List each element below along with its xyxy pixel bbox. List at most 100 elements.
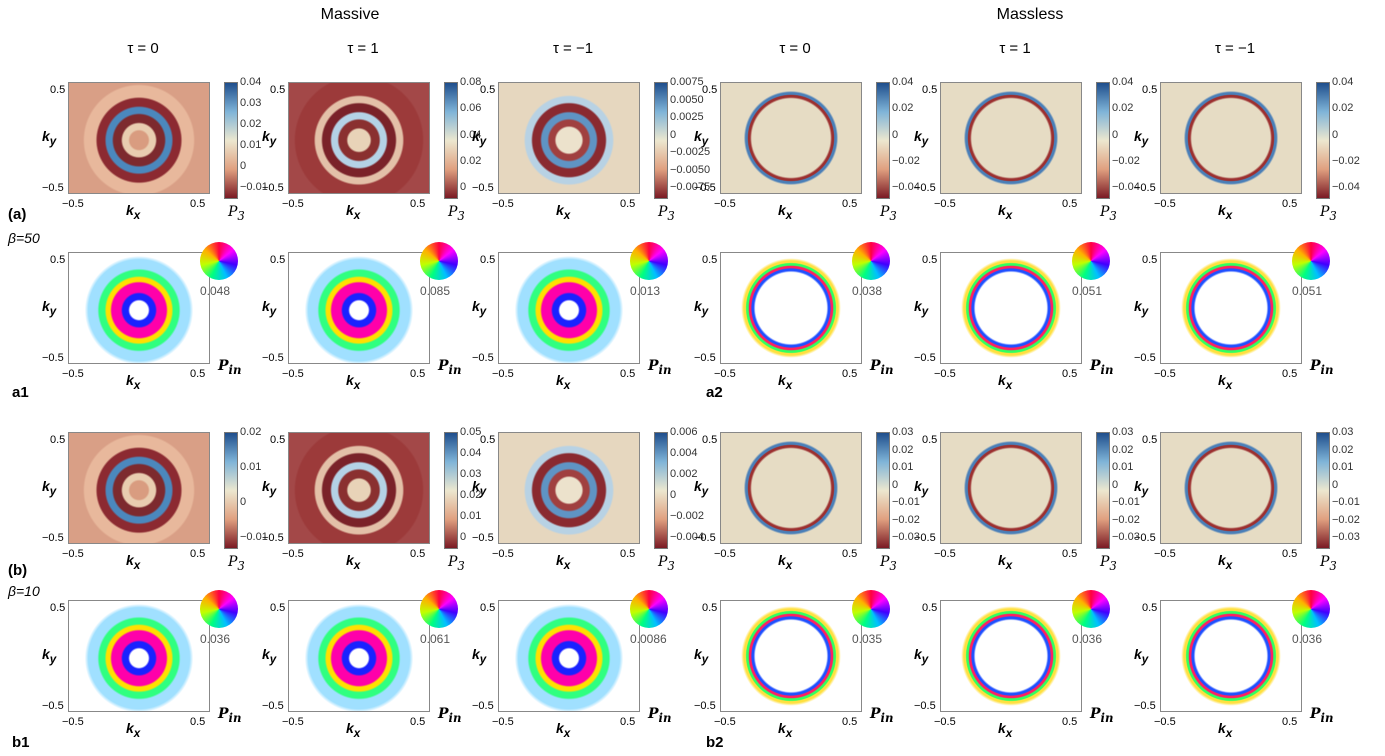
colorbar-tick: −0.01	[1112, 496, 1140, 508]
colorbar	[1316, 82, 1330, 199]
axis-kx-sub: x	[1005, 378, 1013, 392]
label-pin-main: P	[1310, 358, 1321, 374]
vector-plot-pin	[1160, 600, 1302, 712]
colorbar-tick: −0.03	[1332, 531, 1360, 543]
label-p3-sub: 3	[889, 558, 897, 573]
label-p3: P3	[1100, 204, 1117, 223]
axis-kx-k: k	[346, 202, 354, 218]
axis-kx-sub: x	[353, 378, 361, 392]
axis-label-kx: kx	[346, 202, 360, 222]
axis-kx-k: k	[998, 552, 1006, 568]
label-p3-main: P	[228, 204, 238, 220]
colorbar-tick: −0.04	[1112, 181, 1140, 193]
label-pin-sub: in	[448, 362, 462, 377]
axis-label-ky: ky	[1134, 646, 1148, 666]
colorbar-tick: −0.04	[892, 181, 920, 193]
label-p3-sub: 3	[889, 208, 897, 223]
colorbar	[1096, 82, 1110, 199]
vector-plot-pin	[498, 600, 640, 712]
axis-kx-sub: x	[1225, 208, 1233, 222]
tick-y-neg: −0.5	[42, 352, 64, 364]
axis-label-ky: ky	[42, 646, 56, 666]
axis-label-ky: ky	[914, 478, 928, 498]
tick-y-neg: −0.5	[42, 532, 64, 544]
colorbar-tick: 0.01	[892, 461, 914, 473]
axis-label-ky: ky	[42, 478, 56, 498]
label-p3-sub: 3	[457, 558, 465, 573]
figure-panel: 0.5 −0.5 −0.5 0.5 ky kx 0.03 0.02 0.01 0 −0.01 −0.0…	[680, 422, 920, 574]
axis-ky-sub: y	[921, 134, 929, 148]
label-p3-main: P	[1320, 554, 1330, 570]
tick-x-pos: 0.5	[190, 716, 206, 728]
label-b1: b1	[12, 734, 30, 751]
axis-ky-sub: y	[701, 652, 709, 666]
colorbar-tick: 0.004	[670, 447, 698, 459]
label-pin-sub: in	[658, 710, 672, 725]
colorbar	[1316, 432, 1330, 549]
axis-label-kx: kx	[778, 720, 792, 740]
colorbar-tick: 0.01	[1112, 461, 1134, 473]
axis-ky-sub: y	[269, 304, 277, 318]
colorbar-tick: −0.02	[892, 154, 920, 167]
label-p3: P3	[1320, 554, 1337, 573]
hue-wheel	[200, 242, 238, 280]
density-plot-p3	[1160, 432, 1302, 544]
axis-label-ky: ky	[42, 128, 56, 148]
axis-ky-sub: y	[269, 134, 277, 148]
figure-panel: 0.5 −0.5 −0.5 0.5 ky kx 0.04 0.02 0 −0.02 −0.04 P3	[680, 72, 920, 224]
tick-x-pos: 0.5	[842, 548, 858, 560]
tau-label: τ = 0	[127, 40, 159, 57]
label-p3-sub: 3	[667, 208, 675, 223]
colorbar-tick: 0	[240, 496, 247, 508]
vector-plot-pin	[68, 600, 210, 712]
label-pin-sub: in	[228, 710, 242, 725]
label-pin-main: P	[218, 706, 229, 722]
axis-ky-sub: y	[49, 134, 57, 148]
tick-x-neg: −0.5	[1154, 368, 1176, 380]
colorbar-tick: 0	[460, 531, 467, 543]
axis-kx-sub: x	[133, 558, 141, 572]
axis-kx-k: k	[556, 720, 564, 736]
figure-panel: 0.5 −0.5 −0.5 0.5 ky kx 0.03 0.02 0.01 0 −0.01 −0.0…	[900, 422, 1140, 574]
axis-label-kx: kx	[998, 202, 1012, 222]
tick-y-pos: 0.5	[922, 602, 938, 614]
axis-ky-k: k	[694, 128, 702, 144]
label-pin-main: P	[438, 358, 449, 374]
colorbar-tick: 0	[892, 128, 899, 141]
label-p3-sub: 3	[237, 208, 245, 223]
tick-x-neg: −0.5	[714, 198, 736, 210]
tick-x-neg: −0.5	[1154, 716, 1176, 728]
tick-y-neg: −0.5	[472, 700, 494, 712]
vector-plot-pin	[498, 252, 640, 364]
label-pin-sub: in	[880, 710, 894, 725]
colorbar-tick: 0.01	[240, 139, 262, 151]
colorbar-tick: 0.01	[460, 510, 482, 522]
axis-label-ky: ky	[472, 128, 486, 148]
vector-plot-pin	[940, 252, 1082, 364]
label-p3-sub: 3	[667, 558, 675, 573]
tick-x-pos: 0.5	[842, 716, 858, 728]
label-p3-sub: 3	[1329, 208, 1337, 223]
axis-ky-k: k	[914, 298, 922, 314]
tick-x-neg: −0.5	[492, 198, 514, 210]
axis-ky-sub: y	[1141, 484, 1149, 498]
tick-x-neg: −0.5	[62, 198, 84, 210]
colorbar-tick: 0.006	[670, 426, 698, 438]
label-pin-sub: in	[1100, 362, 1114, 377]
label-p3: P3	[448, 204, 465, 223]
axis-label-kx: kx	[1218, 372, 1232, 392]
axis-label-kx: kx	[1218, 202, 1232, 222]
tick-y-pos: 0.5	[1142, 434, 1158, 446]
axis-ky-sub: y	[479, 134, 487, 148]
axis-kx-k: k	[126, 202, 134, 218]
axis-kx-sub: x	[353, 558, 361, 572]
tick-y-neg: −0.5	[1134, 182, 1156, 194]
axis-kx-k: k	[1218, 372, 1226, 388]
colorbar	[224, 82, 238, 199]
tick-x-pos: 0.5	[410, 368, 426, 380]
figure-panel: 0.5 −0.5 −0.5 0.5 ky kx 0.051 Pin	[900, 242, 1113, 394]
label-p3: P3	[1100, 554, 1117, 573]
colorbar-tick: 0.04	[892, 76, 914, 88]
tick-y-neg: −0.5	[472, 352, 494, 364]
label-pin-sub: in	[1320, 362, 1334, 377]
